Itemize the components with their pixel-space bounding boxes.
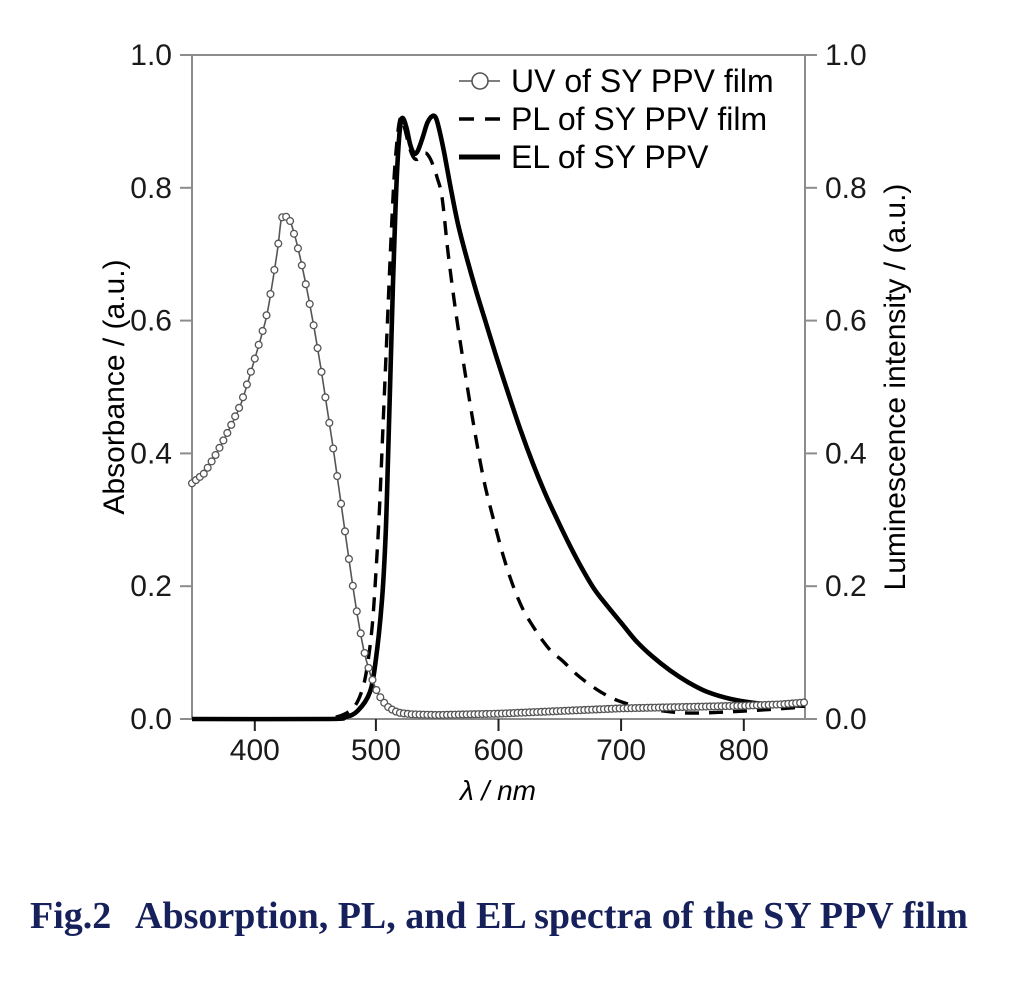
svg-text:Fig.2: Fig.2	[30, 895, 111, 937]
svg-text:0.6: 0.6	[130, 305, 172, 338]
svg-text:0.2: 0.2	[130, 570, 172, 603]
svg-text:0.0: 0.0	[825, 703, 867, 736]
svg-text:600: 600	[473, 734, 523, 767]
svg-text:0.4: 0.4	[825, 437, 867, 470]
svg-text:800: 800	[719, 734, 769, 767]
svg-text:0.4: 0.4	[130, 437, 172, 470]
svg-text:1.0: 1.0	[825, 39, 867, 72]
svg-text:EL of SY PPV: EL of SY PPV	[511, 139, 709, 175]
svg-text:Absorption, PL, and EL spectra: Absorption, PL, and EL spectra of the SY…	[135, 895, 968, 937]
svg-text:UV of SY PPV film: UV of SY PPV film	[511, 63, 774, 99]
svg-text:1.0: 1.0	[130, 39, 172, 72]
svg-text:Absorbance / (a.u.): Absorbance / (a.u.)	[98, 259, 131, 514]
svg-text:PL of SY PPV film: PL of SY PPV film	[511, 101, 767, 137]
svg-text:Luminescence intensity / (a.u.: Luminescence intensity / (a.u.)	[879, 184, 912, 591]
svg-text:0.2: 0.2	[825, 570, 867, 603]
svg-text:0.8: 0.8	[825, 172, 867, 205]
svg-text:500: 500	[351, 734, 401, 767]
svg-text:0.8: 0.8	[130, 172, 172, 205]
svg-text:400: 400	[230, 734, 280, 767]
svg-text:λ / nm: λ / nm	[458, 775, 536, 806]
svg-text:700: 700	[596, 734, 646, 767]
svg-text:0.0: 0.0	[130, 703, 172, 736]
svg-text:0.6: 0.6	[825, 305, 867, 338]
